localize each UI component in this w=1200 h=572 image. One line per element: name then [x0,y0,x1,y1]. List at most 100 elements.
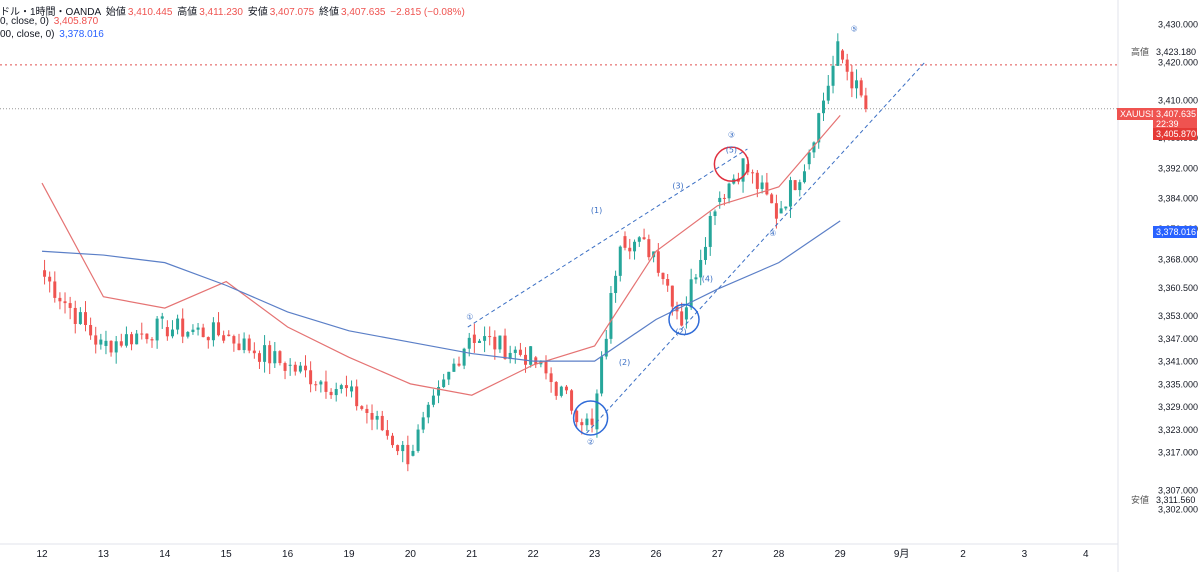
candle-body [222,335,226,341]
candle-body [339,385,343,390]
candle-body [841,50,845,60]
high-value: 3,411.230 [199,7,243,18]
candle-body [145,333,149,340]
candle-body [727,183,731,199]
ma-long-tag: 3,378.016 [1153,226,1197,238]
candle-body [78,312,82,324]
wave-channel-lower [586,61,926,434]
candle-body [798,182,802,191]
x-tick-label: 14 [159,549,171,560]
candle-body [206,337,210,341]
candle-body [831,65,835,86]
symbol-tag: XAUUSD [1117,108,1161,120]
ma-long-legend[interactable]: 00, close, 0) 3,378.016 [0,29,106,40]
ma-long-value: 3,378.016 [59,29,104,40]
x-tick-label: 23 [589,549,601,560]
candle-body [350,386,354,392]
open-label: 始値 [105,7,126,18]
ma-short-line [41,115,841,396]
ma-long-params: 00, close, 0) [0,29,55,40]
candle-body [355,386,359,407]
candle-body [503,335,507,360]
candle-body [119,341,123,346]
candle-body [447,371,451,380]
x-tick-label: 28 [773,549,785,560]
candle-body [375,415,379,420]
candle-body [708,215,712,247]
candle-body [437,387,441,396]
candle-body [165,327,169,337]
candle-body [396,445,400,452]
candle-body [703,246,707,260]
wave-label: ① [466,312,473,321]
x-tick-label: 12 [36,549,48,560]
candle-body [140,333,144,335]
candle-body [94,335,98,345]
candle-body [406,444,410,465]
candle-body [68,303,72,308]
wave-channel-upper [467,148,748,328]
candle-body [319,381,323,385]
candle-body [191,329,195,333]
candle-body [600,356,604,394]
candle-body [845,59,849,72]
candle-body [802,171,806,183]
y-tick-label: 3,323.000 [1158,425,1198,435]
candle-body [699,259,703,278]
y-tick-label: 3,329.000 [1158,402,1198,412]
wave-label: (4) [702,275,713,284]
candle-body [822,100,825,114]
candle-body [529,346,533,365]
candle-body [859,80,863,96]
wave-label: ⑤ [851,24,858,33]
y-tick-label: 3,420.000 [1158,57,1198,67]
candle-body [544,360,548,374]
candle-body [793,180,797,191]
symbol-interval: ドル・1時間・OANDA [0,7,102,18]
close-label: 終値 [319,7,339,18]
candle-body [329,391,333,396]
candle-body [48,276,52,282]
candle-body [63,301,67,304]
candle-body [288,364,292,366]
change-value: −2.815 (−0.08%) [390,7,465,18]
wave-label: (1) [591,206,602,215]
candle-body [472,334,476,343]
candle-body [642,237,646,240]
candle-body [401,444,405,452]
x-tick-label: 9月 [894,548,910,560]
candle-body [89,325,93,336]
candle-body [722,197,726,199]
wave-label: (3) [672,182,683,191]
candle-body [43,270,47,277]
wave-label: ② [587,437,594,446]
candle-body [477,340,481,343]
x-tick-label: 13 [98,549,110,560]
candle-body [684,307,688,320]
candle-body [647,239,651,258]
candle-body [58,297,62,302]
high-label: 高値 [177,7,198,18]
y-tick-label: 3,302.000 [1158,504,1198,514]
high-tag-label: 高値 [1131,47,1150,57]
candle-body [181,318,185,337]
candle-body [421,417,425,430]
x-tick-label: 26 [650,549,662,560]
candle-body [788,180,792,207]
y-tick-label: 3,317.000 [1158,448,1198,458]
x-tick-label: 19 [343,549,355,560]
y-tick-label: 3,347.000 [1158,334,1198,344]
candle-body [390,435,394,446]
candle-body [637,237,641,242]
subwave-2-circle [668,303,700,336]
candle-body [784,206,788,209]
candle-body [109,340,113,353]
candle-body [554,382,558,396]
candle-body [186,332,190,337]
ma-short-legend[interactable]: 0, close, 0) 3,405.870 [0,16,100,27]
candle-body [817,113,821,143]
candle-body [779,208,783,214]
candle-body [334,389,338,396]
candle-body [670,285,674,307]
